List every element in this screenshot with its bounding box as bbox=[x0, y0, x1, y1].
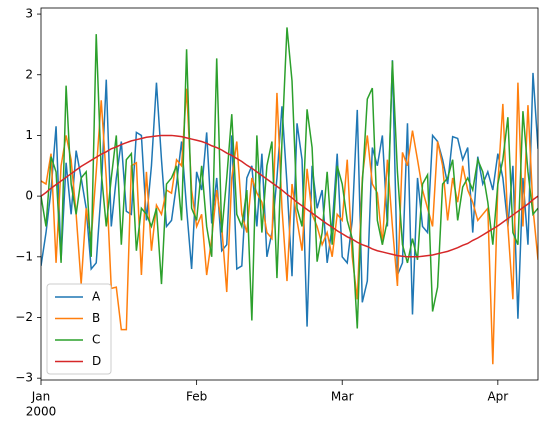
y-tick-label: −1 bbox=[15, 249, 33, 263]
legend-label: C bbox=[92, 333, 100, 347]
legend-box bbox=[46, 283, 112, 375]
series-line bbox=[41, 27, 538, 329]
axes-frame bbox=[40, 7, 539, 381]
x-tick-label: Jan bbox=[31, 390, 51, 404]
y-tick-label: 0 bbox=[25, 189, 33, 203]
y-tick-label: 1 bbox=[25, 128, 33, 142]
y-tick-label: 3 bbox=[25, 7, 33, 21]
x-tick-label: Mar bbox=[331, 390, 354, 404]
y-tick-label: −3 bbox=[15, 371, 33, 385]
legend-label: A bbox=[92, 290, 101, 304]
series-line bbox=[41, 82, 538, 365]
series-line bbox=[41, 134, 538, 258]
x-tick-sublabel: 2000 bbox=[26, 405, 57, 419]
y-tick-label: −2 bbox=[15, 310, 33, 324]
x-tick-label: Feb bbox=[186, 390, 207, 404]
x-tick-label: Apr bbox=[487, 390, 508, 404]
legend-label: B bbox=[92, 311, 100, 325]
y-tick-label: 2 bbox=[25, 67, 33, 81]
legend-label: D bbox=[92, 354, 101, 368]
